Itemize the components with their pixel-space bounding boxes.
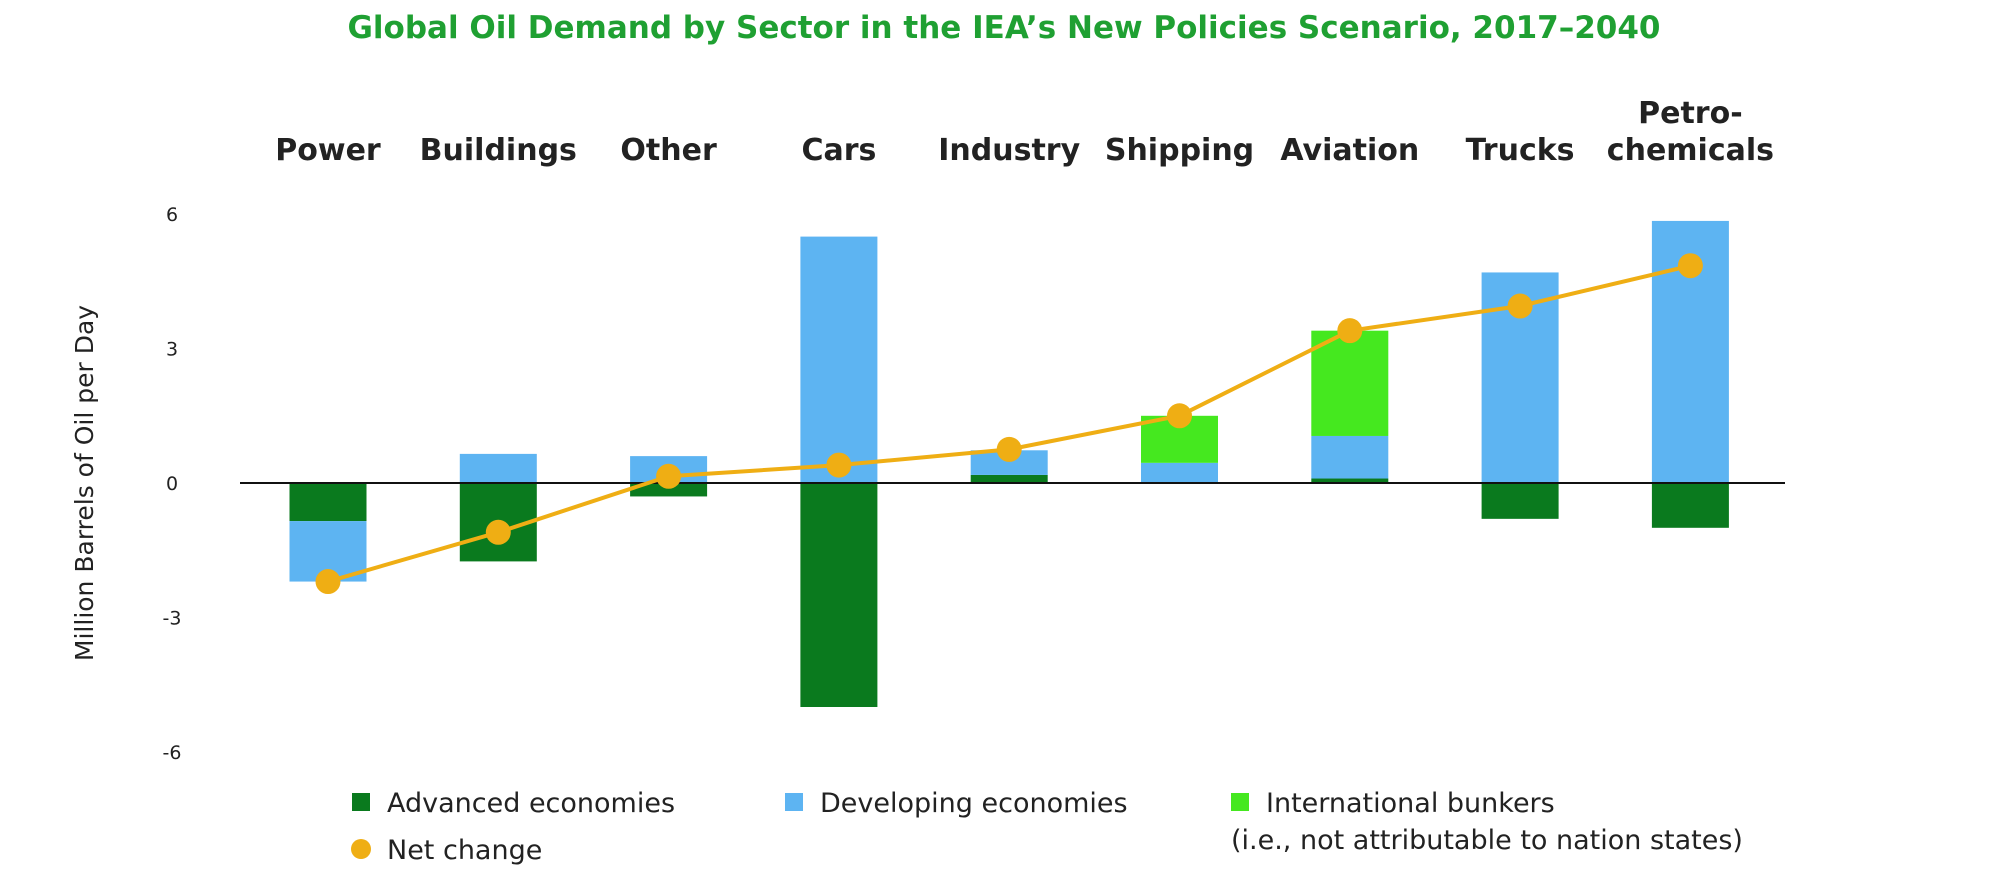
bar-advanced-economies: [630, 483, 708, 497]
net-change-point: [656, 463, 682, 489]
y-tick-label: -6: [163, 742, 182, 764]
legend: Advanced economies Developing economies In…: [351, 788, 1743, 866]
category-label: Cars: [801, 133, 876, 168]
legend-swatch-advanced-economies: [352, 793, 370, 811]
legend-label-developing-economies: Developing economies: [820, 788, 1128, 819]
y-tick-label: 0: [166, 473, 178, 495]
legend-swatch-net-change: [351, 839, 371, 859]
category-label: Petro-chemicals: [1607, 96, 1774, 168]
legend-label-advanced-economies: Advanced economies: [387, 788, 675, 819]
bar-developing-economies: [1311, 435, 1389, 479]
category-label: Shipping: [1105, 133, 1254, 168]
legend-swatch-developing-economies: [785, 793, 803, 811]
category-label: Trucks: [1466, 133, 1575, 168]
bar-advanced-economies: [800, 483, 878, 707]
bar-advanced-economies: [1311, 478, 1389, 483]
chart-title: Global Oil Demand by Sector in the IEA’s…: [347, 10, 1660, 46]
net-change-point: [1337, 318, 1363, 344]
category-label: Buildings: [420, 133, 577, 168]
category-label: Industry: [938, 133, 1080, 168]
net-change-point: [1677, 253, 1703, 279]
bars: [289, 220, 1729, 707]
category-label: Power: [275, 133, 381, 168]
net-change-point: [1507, 293, 1533, 319]
bar-developing-economies: [459, 453, 537, 483]
bar-advanced-economies: [970, 474, 1048, 483]
legend-label-net-change: Net change: [387, 835, 542, 866]
y-axis-label: Million Barrels of Oil per Day: [70, 305, 99, 661]
y-tick-label: 6: [166, 204, 178, 226]
y-tick-label: 3: [166, 339, 178, 361]
bar-international-bunkers: [1311, 330, 1389, 436]
bar-advanced-economies: [1481, 483, 1559, 519]
category-label: Aviation: [1280, 133, 1419, 168]
net-change-point: [485, 519, 511, 545]
net-change-point: [826, 452, 852, 478]
net-change-point: [1167, 403, 1192, 429]
bar-developing-economies: [1141, 462, 1218, 483]
y-axis-ticks: 6 3 0 -3 -6: [163, 204, 182, 764]
net-change-point: [315, 569, 341, 595]
bar-developing-economies: [800, 236, 878, 483]
net-change-series: [315, 253, 1703, 595]
y-tick-label: -3: [163, 607, 182, 629]
category-label: Other: [620, 133, 717, 168]
legend-swatch-international-bunkers: [1231, 793, 1249, 811]
legend-sublabel: (i.e., not attributable to nation states…: [1231, 825, 1743, 856]
bar-advanced-economies: [1651, 483, 1729, 528]
legend-label-international-bunkers: International bunkers: [1266, 788, 1555, 819]
category-labels: Power Buildings Other Cars Industry Shipping A…: [275, 96, 1774, 168]
net-change-point: [996, 436, 1022, 462]
bar-advanced-economies: [289, 483, 367, 522]
